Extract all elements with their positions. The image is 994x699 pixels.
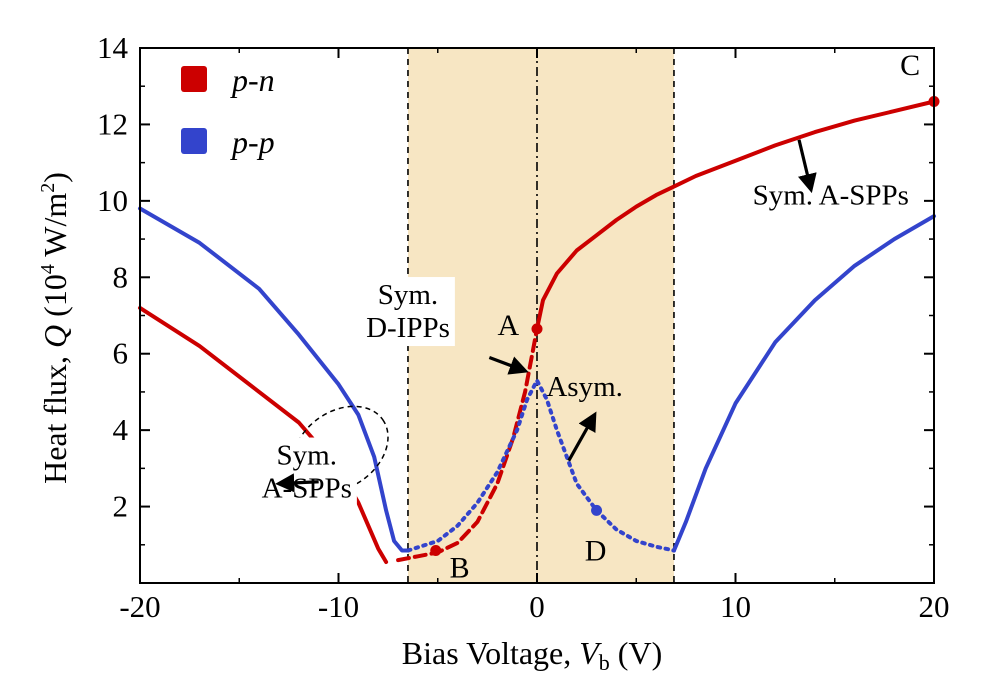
series-p-n-segment-0 [138,305,389,564]
series-p-p-segment-0 [138,206,410,553]
y-axis-title: Heat flux, Q (104 W/m2) [37,172,73,484]
y-tick-label-3: 8 [113,259,129,294]
annotation-1-line-0: Asym. [546,371,623,403]
x-tick-label-1: -10 [318,589,359,624]
y-tick-label-5: 12 [97,106,128,141]
y-tick-label-4: 10 [97,183,128,218]
point-D-marker [591,504,603,516]
annotation-2-line-0: Sym. A-SPPs [753,180,909,212]
legend-label-p-n: p-n [230,62,275,98]
annotation-arrow-2 [797,139,817,194]
point-B-label: B [450,552,470,585]
legend-layer: p-n p-p [181,62,275,160]
series-p-p-segment-2 [672,214,936,553]
annotation-0-line-0: Sym. [378,279,438,311]
grouping-ellipse [292,405,389,493]
legend-swatch-p-p [181,128,207,154]
x-tick-label-2: 0 [529,589,545,624]
legend-swatch-p-n [181,66,207,92]
ellipse-layer [292,405,389,493]
axes-layer: -20 -10 0 10 20 2 4 6 8 10 12 14 [97,30,950,624]
x-tick-label-4: 20 [919,589,950,624]
annotation-box-3 [256,437,357,507]
series-p-p-segment-1 [406,378,676,553]
annotation-arrow-3 [275,473,319,493]
y-tick-label-2: 6 [113,336,129,371]
x-tick-label-0: -20 [119,589,160,624]
x-axis-title: Bias Voltage, Vb (V) [402,635,662,675]
point-A-marker [531,323,543,335]
x-tick-label-3: 10 [720,589,751,624]
series-p-n-segment-2 [535,99,936,331]
y-tick-label-0: 2 [113,489,129,524]
annotation-arrow-0 [488,356,529,375]
annotation-label-2: Sym. A-SPPs [753,180,909,212]
point-D-label: D [585,535,607,568]
annotation-3-line-1: A-SPPs [262,473,352,505]
annotation-arrow-1 [567,411,597,462]
point-B-marker [430,545,442,557]
annotation-3-line-0: Sym. [277,440,337,472]
annotation-0-line-1: D-IPPs [366,312,450,344]
point-A-label: A [497,309,519,342]
point-C-label: C [900,49,920,82]
y-tick-label-1: 4 [113,412,129,447]
annotation-label-1: Asym. [546,371,623,403]
annotation-box-0 [361,277,455,347]
annotation-box-2 [747,177,914,214]
legend-label-p-p: p-p [230,124,275,160]
y-tick-label-6: 14 [97,30,129,65]
series-p-n-segment-1 [396,326,539,563]
annotation-label-0: Sym. D-IPPs [366,279,450,344]
